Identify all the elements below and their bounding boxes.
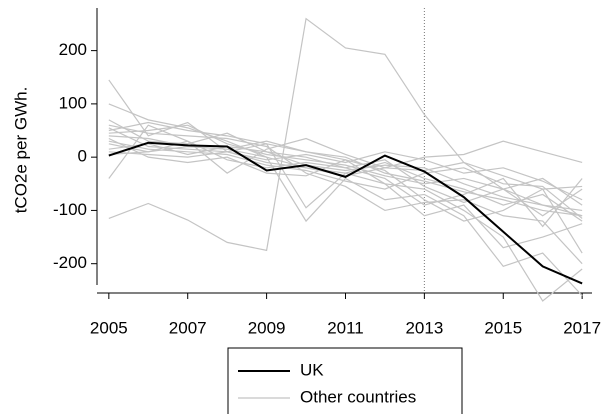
y-tick-label: -200 bbox=[53, 253, 87, 272]
x-tick-label: 2007 bbox=[169, 318, 207, 337]
x-tick-label: 2009 bbox=[248, 318, 286, 337]
series-line bbox=[108, 141, 583, 285]
series-line bbox=[108, 151, 583, 201]
series-line bbox=[108, 124, 583, 265]
y-axis-label: tCO2e per GWh. bbox=[11, 87, 30, 214]
y-tick-label: -100 bbox=[53, 200, 87, 219]
series-line bbox=[108, 137, 583, 249]
x-tick-label: 2005 bbox=[90, 318, 128, 337]
x-tick-label: 2013 bbox=[405, 318, 443, 337]
series-line bbox=[108, 119, 583, 206]
x-tick-label: 2017 bbox=[563, 318, 601, 337]
series-line bbox=[108, 79, 583, 302]
series-line bbox=[108, 121, 583, 217]
y-tick-label: 200 bbox=[59, 40, 87, 59]
x-tick-label: 2015 bbox=[484, 318, 522, 337]
series-line bbox=[108, 17, 583, 252]
series-line bbox=[108, 140, 583, 219]
legend-label: Other countries bbox=[300, 387, 416, 406]
x-tick-label: 2011 bbox=[327, 318, 364, 337]
legend-label: UK bbox=[300, 360, 324, 379]
series-line bbox=[108, 143, 583, 212]
series-line bbox=[108, 127, 583, 222]
y-tick-label: 100 bbox=[59, 93, 87, 112]
y-tick-label: 0 bbox=[78, 147, 87, 166]
series-line bbox=[108, 103, 583, 297]
legend-box bbox=[227, 347, 463, 419]
